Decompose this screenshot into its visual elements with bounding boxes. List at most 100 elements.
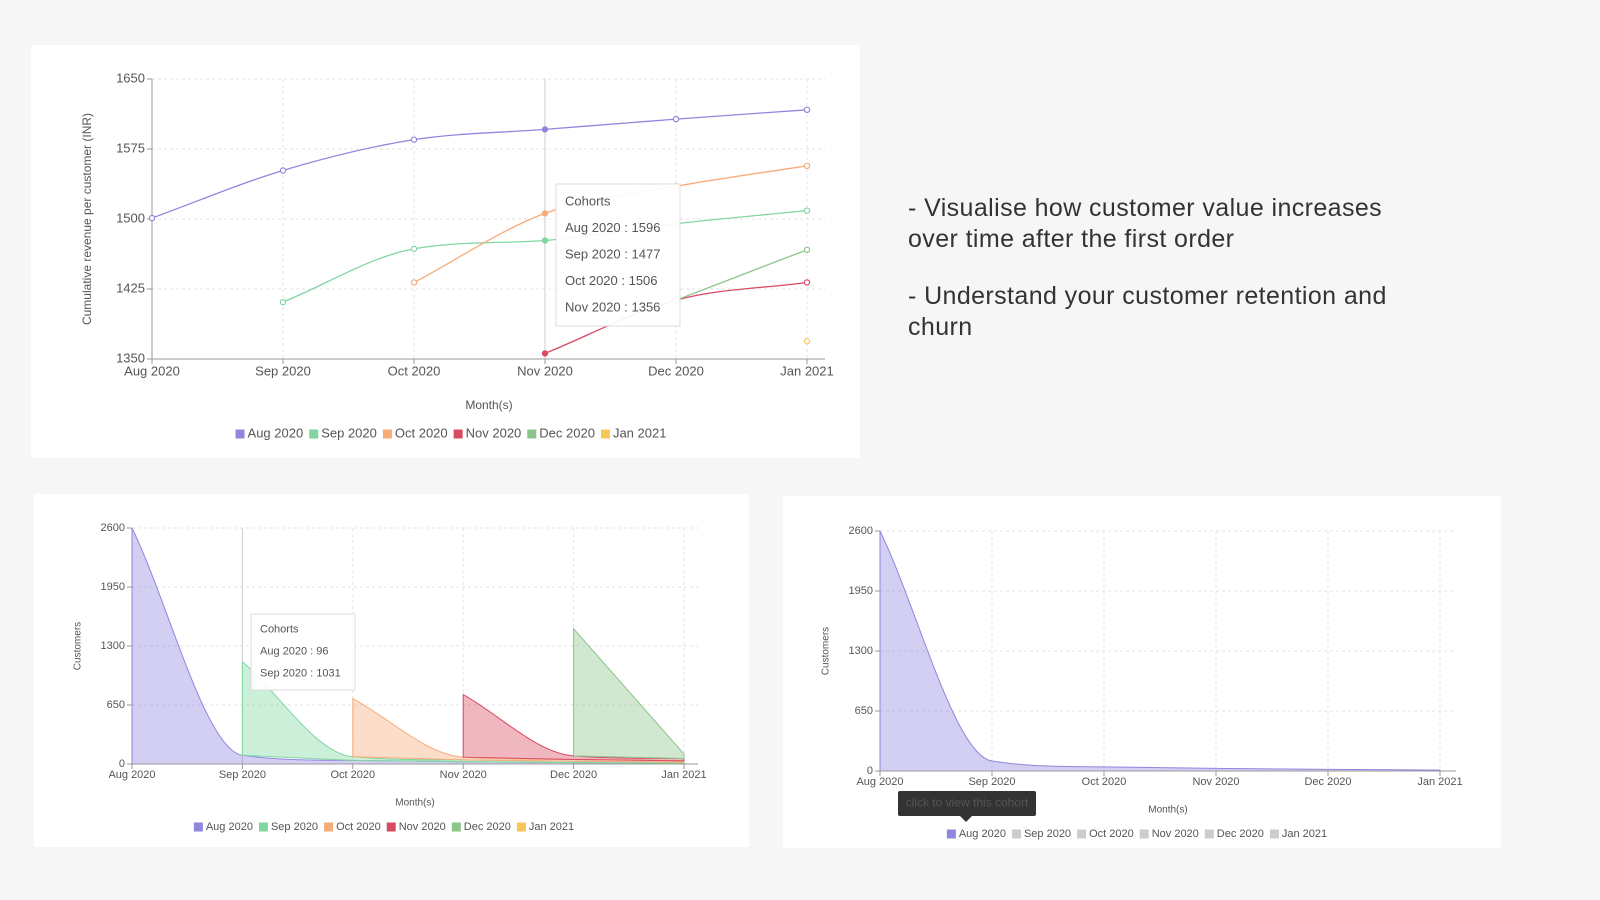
data-point: [541, 126, 549, 133]
x-tick-label: Dec 2020: [648, 363, 704, 378]
chart-panel: 0 650 1300 1950 2600 Aug 2020 Sep 2020 Oct 2020…: [783, 496, 1501, 848]
chart-panel: 1350 1425 1500 1575 1650 Aug 2020 Sep 2020 Oct …: [31, 45, 860, 458]
tooltip: [555, 183, 681, 327]
y-axis-title: Customers: [821, 627, 832, 675]
data-point: [541, 350, 549, 357]
legend-swatch: [1011, 829, 1021, 839]
x-tick-label: Oct 2020: [1082, 776, 1127, 788]
tooltip: [250, 613, 356, 691]
legend-label: Sep 2020: [321, 425, 377, 440]
legend-swatch: [1204, 829, 1214, 839]
legend-label: Nov 2020: [399, 821, 446, 833]
x-axis-title: Month(s): [1148, 805, 1187, 816]
y-tick-label: 2600: [849, 525, 873, 537]
y-tick-label: 1500: [116, 210, 145, 225]
legend-label: Nov 2020: [1152, 828, 1199, 840]
data-point: [803, 246, 811, 253]
legend-swatch: [1139, 829, 1149, 839]
y-tick-label: 1350: [116, 350, 145, 365]
data-point: [279, 167, 287, 174]
tooltip-item: Aug 2020 : 1596: [565, 220, 660, 235]
legend-swatch: [386, 822, 396, 832]
x-tick-label: Oct 2020: [388, 363, 441, 378]
x-tick-label: Nov 2020: [440, 769, 487, 781]
y-tick-label: 1300: [849, 645, 873, 657]
y-tick-label: 1650: [116, 70, 145, 85]
tooltip-title: Cohorts: [565, 194, 611, 209]
y-tick-label: 1950: [101, 581, 125, 593]
series-area: [879, 530, 1441, 772]
x-tick-label: Sep 2020: [255, 363, 311, 378]
legend-swatch: [946, 829, 956, 839]
legend-label: Sep 2020: [1024, 828, 1071, 840]
tooltip-title: Cohorts: [260, 623, 299, 635]
data-point: [410, 245, 418, 253]
x-tick-label: Sep 2020: [219, 769, 266, 781]
note: - Understand your customer retention and…: [908, 282, 1387, 341]
legend-label: Oct 2020: [395, 425, 448, 440]
y-axis-title: Customers: [73, 622, 84, 670]
legend-swatch: [453, 429, 463, 439]
legend-label: Nov 2020: [466, 425, 522, 440]
tooltip-item: Oct 2020 : 1506: [565, 273, 658, 288]
legend-swatch: [516, 822, 526, 832]
legend-label: Oct 2020: [336, 821, 381, 833]
legend-swatch: [1269, 829, 1279, 839]
tooltip-item: Nov 2020 : 1356: [565, 300, 660, 315]
x-tick-label: Sep 2020: [968, 776, 1015, 788]
panel: [783, 496, 1501, 848]
legend-label: Dec 2020: [1217, 828, 1264, 840]
y-tick-label: 1300: [101, 640, 125, 652]
y-tick-label: 1575: [116, 140, 145, 155]
x-tick-label: Aug 2020: [124, 363, 180, 378]
legend-label: Aug 2020: [206, 821, 253, 833]
legend-label: Jan 2021: [1282, 828, 1327, 840]
data-point: [803, 279, 811, 286]
y-tick-label: 650: [855, 705, 873, 717]
legend-tooltip-text: click to view this cohort: [906, 796, 1029, 810]
legend-swatch: [451, 822, 461, 832]
legend-label: Dec 2020: [539, 425, 595, 440]
data-point: [803, 106, 811, 114]
legend-label: Jan 2021: [529, 821, 574, 833]
x-tick-label: Dec 2020: [550, 769, 597, 781]
y-tick-label: 0: [867, 765, 873, 777]
x-tick-label: Jan 2021: [780, 363, 834, 378]
data-point: [541, 237, 549, 244]
y-axis-title: Cumulative revenue per customer (INR): [80, 113, 94, 325]
x-axis-title: Month(s): [465, 398, 512, 412]
legend-label: Aug 2020: [248, 425, 304, 440]
x-tick-label: Nov 2020: [517, 363, 573, 378]
x-axis-title: Month(s): [395, 798, 434, 809]
panel: [34, 494, 749, 847]
panel: [31, 45, 860, 458]
legend-swatch: [258, 822, 268, 832]
x-tick-label: Jan 2021: [1417, 776, 1462, 788]
legend-tooltip-arrow: [960, 816, 972, 822]
legend-label: Sep 2020: [271, 821, 318, 833]
y-tick-label: 0: [119, 758, 125, 770]
legend-swatch: [324, 822, 334, 832]
series-line: [675, 249, 808, 301]
note: - Visualise how customer value increases…: [908, 194, 1383, 253]
tooltip-item: Aug 2020 : 96: [260, 645, 329, 657]
legend-swatch: [309, 429, 319, 439]
data-point: [541, 210, 549, 217]
tooltip-item: Sep 2020 : 1031: [260, 667, 341, 679]
data-point: [803, 207, 811, 214]
legend-swatch: [527, 429, 537, 439]
data-point: [148, 214, 156, 222]
x-tick-label: Oct 2020: [330, 769, 375, 781]
legend-label: Dec 2020: [464, 821, 511, 833]
data-point: [803, 338, 811, 345]
x-tick-label: Jan 2021: [661, 769, 706, 781]
x-tick-label: Nov 2020: [1192, 776, 1239, 788]
data-point: [672, 115, 680, 123]
x-tick-label: Aug 2020: [856, 776, 903, 788]
y-tick-label: 650: [107, 699, 125, 711]
series-line: [151, 109, 808, 219]
legend-tooltip: [898, 791, 1036, 816]
y-tick-label: 2600: [101, 522, 125, 534]
